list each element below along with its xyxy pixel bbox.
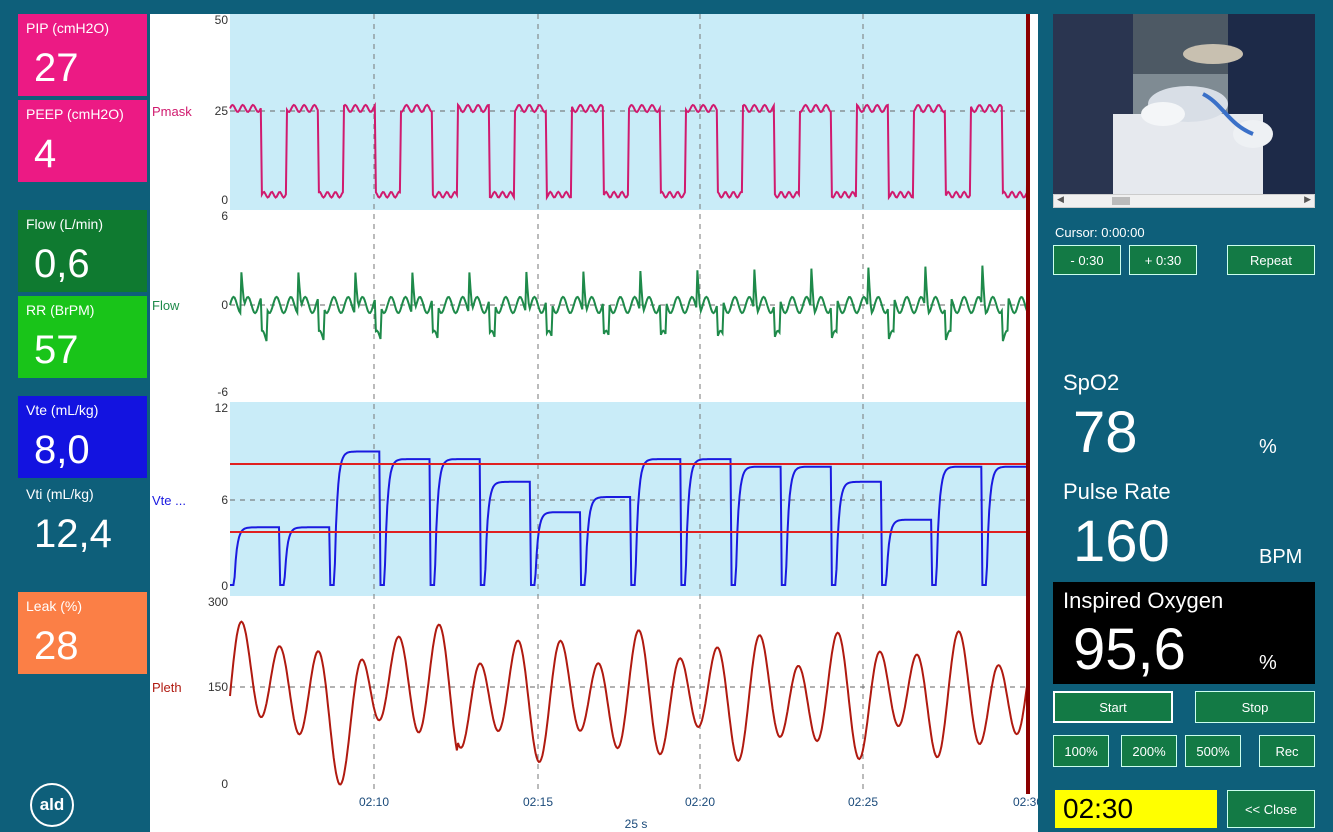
metric-tile-leak: Leak (%) 28 bbox=[18, 592, 147, 674]
zoom-500-button[interactable]: 500% bbox=[1185, 735, 1241, 767]
metric-value: 27 bbox=[34, 46, 79, 90]
pulse-rate-unit: BPM bbox=[1259, 546, 1303, 568]
zoom-200-button[interactable]: 200% bbox=[1121, 735, 1177, 767]
scroll-right-icon[interactable]: ▶ bbox=[1304, 194, 1311, 204]
start-button[interactable]: Start bbox=[1053, 691, 1173, 723]
axis-tick-label: 25 bbox=[215, 104, 229, 118]
repeat-button[interactable]: Repeat bbox=[1227, 245, 1315, 275]
axis-tick-label: 0 bbox=[221, 193, 228, 207]
metric-value: 4 bbox=[34, 132, 57, 176]
metric-value: 28 bbox=[34, 624, 79, 668]
ald-logo: ald bbox=[30, 783, 74, 827]
metric-value: 57 bbox=[34, 328, 79, 372]
axis-tick-label: 6 bbox=[221, 493, 228, 507]
video-scene-image bbox=[1053, 14, 1315, 194]
metric-label: PEEP (cmH2O) bbox=[26, 106, 124, 122]
zoom-100-button[interactable]: 100% bbox=[1053, 735, 1109, 767]
stop-button[interactable]: Stop bbox=[1195, 691, 1315, 723]
time-tick-label: 02:15 bbox=[523, 795, 553, 809]
top-strip bbox=[0, 0, 1333, 14]
cursor-readout: Cursor: 0:00:00 bbox=[1055, 225, 1145, 240]
back-30s-button[interactable]: - 0:30 bbox=[1053, 245, 1121, 275]
video-scrollbar[interactable]: ◀ ▶ bbox=[1053, 194, 1315, 208]
metric-label: Vte (mL/kg) bbox=[26, 402, 99, 418]
time-tick-label: 02:20 bbox=[685, 795, 715, 809]
panel-label: Pmask bbox=[152, 104, 192, 119]
axis-tick-label: 300 bbox=[208, 595, 228, 609]
axis-tick-label: 6 bbox=[221, 209, 228, 223]
metrics-sidebar: PIP (cmH2O) 27 PEEP (cmH2O) 4 Flow (L/mi… bbox=[0, 0, 150, 832]
vte-waveform bbox=[230, 450, 1028, 586]
inspired-oxygen-panel: Inspired Oxygen 95,6 % bbox=[1053, 582, 1315, 684]
metric-value: 8,0 bbox=[34, 428, 90, 472]
metric-label: Flow (L/min) bbox=[26, 216, 104, 232]
axis-tick-label: -6 bbox=[217, 385, 228, 399]
inspired-oxygen-value: 95,6 bbox=[1073, 617, 1186, 682]
time-span-label: 25 s bbox=[625, 817, 648, 831]
axis-tick-label: 50 bbox=[215, 14, 229, 27]
metric-tile-peep: PEEP (cmH2O) 4 bbox=[18, 100, 147, 182]
metric-value: 0,6 bbox=[34, 242, 90, 286]
plot-band bbox=[230, 402, 1028, 596]
metric-tile-flow: Flow (L/min) 0,6 bbox=[18, 210, 147, 292]
axis-tick-label: 0 bbox=[221, 579, 228, 593]
axis-tick-label: 0 bbox=[221, 777, 228, 791]
metric-label: Vti (mL/kg) bbox=[26, 486, 94, 502]
metric-tile-vte: Vte (mL/kg) 8,0 bbox=[18, 396, 147, 478]
time-tick-label: 02:30 bbox=[1013, 795, 1038, 809]
panel-label: Vte ... bbox=[152, 493, 186, 508]
forward-30s-button[interactable]: + 0:30 bbox=[1129, 245, 1197, 275]
spo2-unit: % bbox=[1259, 436, 1277, 458]
inspired-oxygen-unit: % bbox=[1259, 652, 1277, 674]
pulse-rate-label: Pulse Rate bbox=[1063, 479, 1171, 504]
axis-tick-label: 12 bbox=[215, 401, 229, 415]
record-button[interactable]: Rec bbox=[1259, 735, 1315, 767]
scroll-thumb[interactable] bbox=[1112, 197, 1130, 205]
right-panel: ◀ ▶ Cursor: 0:00:00 - 0:30 + 0:30 Repeat… bbox=[1041, 0, 1333, 832]
metric-label: PIP (cmH2O) bbox=[26, 20, 109, 36]
flow-waveform bbox=[229, 265, 1029, 342]
panel-label: Pleth bbox=[152, 680, 182, 695]
time-tick-label: 02:10 bbox=[359, 795, 389, 809]
time-tick-label: 02:25 bbox=[848, 795, 878, 809]
metric-tile-rr: RR (BrPM) 57 bbox=[18, 296, 147, 378]
pleth-waveform bbox=[229, 620, 1029, 786]
video-thumbnail[interactable] bbox=[1053, 14, 1315, 194]
axis-tick-label: 150 bbox=[208, 680, 228, 694]
inspired-oxygen-label: Inspired Oxygen bbox=[1063, 588, 1224, 613]
pulse-rate-value: 160 bbox=[1073, 509, 1170, 574]
metric-value: 12,4 bbox=[34, 512, 112, 556]
spo2-value: 78 bbox=[1073, 400, 1138, 465]
metric-label: RR (BrPM) bbox=[26, 302, 95, 318]
elapsed-time-display: 02:30 bbox=[1055, 790, 1217, 828]
metric-label: Leak (%) bbox=[26, 598, 83, 614]
playback-cursor-line[interactable] bbox=[1026, 14, 1030, 794]
close-button[interactable]: << Close bbox=[1227, 790, 1315, 828]
waveforms-svg: 50 25 0 Pmask 6 0 -6 Flow 12 6 0 Vte ... 300 150 0 Plet… bbox=[152, 14, 1038, 831]
pmask-waveform bbox=[229, 101, 1029, 201]
panel-label: Flow bbox=[152, 298, 180, 313]
waveform-chart-area: 50 25 0 Pmask 6 0 -6 Flow 12 6 0 Vte ... 300 150 0 Plet… bbox=[150, 14, 1038, 832]
spo2-label: SpO2 bbox=[1063, 370, 1120, 395]
scroll-left-icon[interactable]: ◀ bbox=[1057, 194, 1064, 204]
metric-tile-pip: PIP (cmH2O) 27 bbox=[18, 14, 147, 96]
metric-tile-vti: Vti (mL/kg) 12,4 bbox=[18, 480, 147, 562]
axis-tick-label: 0 bbox=[221, 298, 228, 312]
